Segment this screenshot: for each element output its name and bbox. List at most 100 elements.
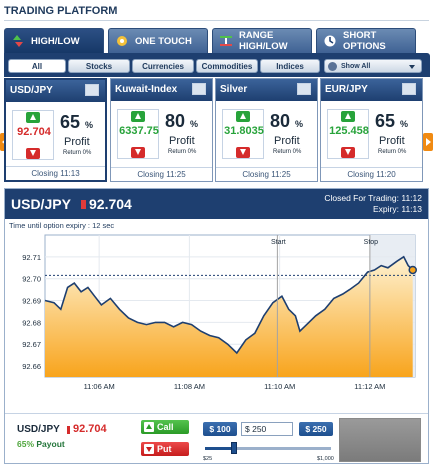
return-percent: 80 % xyxy=(165,111,198,132)
slider-min-label: $25 xyxy=(203,456,213,462)
show-all-label: Show All xyxy=(341,62,371,70)
amount-preset-high-button[interactable]: $ 250 xyxy=(299,422,333,436)
mini-chart-icon[interactable] xyxy=(402,83,416,95)
tab-label: HIGH/LOW xyxy=(31,35,80,47)
category-tab-commodities[interactable]: Commodities xyxy=(196,59,258,73)
asset-name: Kuwait-Index xyxy=(115,84,178,95)
trade-price: 92.704 xyxy=(73,423,107,435)
header-divider xyxy=(4,20,429,21)
return-label: Return 0% xyxy=(273,149,302,155)
return-percent: 80 % xyxy=(270,111,303,132)
asset-card-kuwait-index[interactable]: Kuwait-Index 6337.75 80 % Profit Return … xyxy=(110,78,213,182)
asset-card-header: USD/JPY xyxy=(6,80,105,102)
percent-sign: % xyxy=(85,120,94,130)
amount-slider[interactable] xyxy=(203,442,333,454)
buy-confirm-panel[interactable] xyxy=(339,418,421,462)
return-percent: 65 % xyxy=(60,112,93,133)
call-arrow-button[interactable] xyxy=(26,112,40,123)
put-arrow-button[interactable] xyxy=(341,147,355,158)
put-button[interactable]: Put xyxy=(141,442,189,456)
tab-label: SHORT OPTIONS xyxy=(343,30,386,52)
return-label: Return 0% xyxy=(168,149,197,155)
category-tab-stocks[interactable]: Stocks xyxy=(68,59,130,73)
percent-sign: % xyxy=(295,119,304,129)
payout-label: Payout xyxy=(36,439,65,449)
closing-time: Closing 11:20 xyxy=(321,167,422,181)
price-chart-svg: 92.71 92.70 92.69 92.68 92.67 92.66 11:06 AM 11… xyxy=(22,234,417,391)
asset-carousel: USD/JPY 92.704 65 % Profit Return 0% Clo… xyxy=(0,78,433,182)
payout-info: 65% Payout xyxy=(17,439,65,449)
x-tick-label: 11:12 AM xyxy=(354,382,385,391)
return-label: Return 0% xyxy=(63,150,92,156)
price-down-arrow-icon xyxy=(67,426,70,434)
asset-card-silver[interactable]: Silver 31.8035 80 % Profit Return 0% Clo… xyxy=(215,78,318,182)
stop-marker-label: Stop xyxy=(364,239,379,246)
amount-preset-low-button[interactable]: $ 100 xyxy=(203,422,237,436)
asset-price: 6337.75 xyxy=(119,125,159,137)
slider-fill xyxy=(205,447,234,450)
mini-chart-icon[interactable] xyxy=(192,83,206,95)
amount-input[interactable] xyxy=(241,422,293,436)
y-tick-label: 92.69 xyxy=(22,297,41,306)
return-value: 65 xyxy=(375,111,396,131)
asset-name: USD/JPY xyxy=(10,85,53,96)
mini-chart-icon[interactable] xyxy=(85,84,99,96)
page-title: TRADING PLATFORM xyxy=(4,5,118,17)
call-arrow-button[interactable] xyxy=(236,111,250,122)
expiry-time: Expiry: 11:13 xyxy=(373,204,422,214)
category-tab-indices[interactable]: Indices xyxy=(260,59,320,73)
call-arrow-button[interactable] xyxy=(131,111,145,122)
tab-high-low[interactable]: HIGH/LOW xyxy=(4,28,104,53)
put-arrow-button[interactable] xyxy=(26,148,40,159)
price-box: 125.458 xyxy=(327,109,369,159)
price-chart: 92.71 92.70 92.69 92.68 92.67 92.66 11:06 AM 11… xyxy=(5,231,428,401)
tab-label: RANGE HIGH/LOW xyxy=(239,30,288,52)
asset-card-eurjpy[interactable]: EUR/JPY 125.458 65 % Profit Return 0% Cl… xyxy=(320,78,423,182)
slider-thumb[interactable] xyxy=(230,442,237,454)
time-until-expiry: Time until option expiry : 12 sec xyxy=(9,221,115,230)
asset-name: EUR/JPY xyxy=(325,84,368,95)
x-tick-label: 11:06 AM xyxy=(84,382,115,391)
x-tick-label: 11:08 AM xyxy=(174,382,205,391)
main-symbol: USD/JPY xyxy=(11,196,71,212)
asset-card-usdjpy[interactable]: USD/JPY 92.704 65 % Profit Return 0% Clo… xyxy=(4,78,107,182)
filter-icon xyxy=(328,62,337,71)
tab-one-touch[interactable]: ONE TOUCH xyxy=(108,28,208,53)
payout-percent: 65% xyxy=(17,439,35,449)
put-arrow-button[interactable] xyxy=(131,147,145,158)
return-label: Return 0% xyxy=(378,149,407,155)
call-button[interactable]: Call xyxy=(141,420,189,434)
call-arrow-button[interactable] xyxy=(341,111,355,122)
trade-ticket: USD/JPY 92.704 65% Payout Call Put $ 100… xyxy=(5,413,428,465)
return-value: 80 xyxy=(165,111,186,131)
put-arrow-button[interactable] xyxy=(236,147,250,158)
category-tab-currencies[interactable]: Currencies xyxy=(132,59,194,73)
range-icon xyxy=(219,34,233,48)
category-tab-all[interactable]: All xyxy=(8,59,66,73)
y-tick-label: 92.71 xyxy=(22,253,41,262)
call-label: Call xyxy=(157,422,174,432)
tab-short-options[interactable]: SHORT OPTIONS xyxy=(316,28,416,53)
percent-sign: % xyxy=(190,119,199,129)
carousel-next-button[interactable] xyxy=(423,133,433,151)
trading-times: Closed For Trading: 11:12 Expiry: 11:13 xyxy=(324,193,422,215)
price-box: 6337.75 xyxy=(117,109,159,159)
slider-track xyxy=(205,447,331,450)
closing-time: Closing 11:25 xyxy=(111,167,212,181)
tab-range-high-low[interactable]: RANGE HIGH/LOW xyxy=(212,28,312,53)
tab-label: ONE TOUCH xyxy=(135,35,192,47)
slider-max-label: $1,000 xyxy=(317,456,334,462)
return-value: 80 xyxy=(270,111,291,131)
y-tick-label: 92.66 xyxy=(22,362,41,371)
profit-label: Profit xyxy=(64,136,90,148)
chevron-down-icon xyxy=(409,65,415,69)
series-line xyxy=(44,255,414,355)
asset-card-header: Silver xyxy=(216,79,317,101)
closing-time: Closing 11:13 xyxy=(6,166,105,180)
profit-label: Profit xyxy=(274,135,300,147)
show-all-dropdown[interactable]: Show All xyxy=(324,59,422,73)
asset-card-header: Kuwait-Index xyxy=(111,79,212,101)
main-price: 92.704 xyxy=(89,196,132,212)
main-trade-panel: USD/JPY 92.704 Closed For Trading: 11:12… xyxy=(4,188,429,464)
mini-chart-icon[interactable] xyxy=(297,83,311,95)
